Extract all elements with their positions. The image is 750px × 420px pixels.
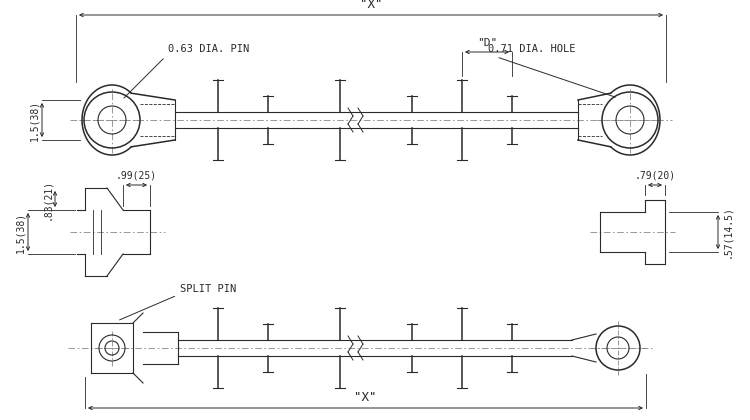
Text: "D": "D" [477,38,497,48]
Text: .83(21): .83(21) [42,178,52,220]
Text: 0.63 DIA. PIN: 0.63 DIA. PIN [124,44,249,98]
Text: SPLIT PIN: SPLIT PIN [119,284,236,320]
Text: "X": "X" [354,391,376,404]
Text: 1.5(38): 1.5(38) [29,100,39,141]
Text: 1.5(38): 1.5(38) [15,211,25,252]
Text: .79(20): .79(20) [634,171,676,181]
Text: "X": "X" [360,0,382,11]
Text: 0.71 DIA. HOLE: 0.71 DIA. HOLE [488,44,615,97]
Text: .57(14.5): .57(14.5) [722,205,732,258]
Text: .99(25): .99(25) [116,171,157,181]
